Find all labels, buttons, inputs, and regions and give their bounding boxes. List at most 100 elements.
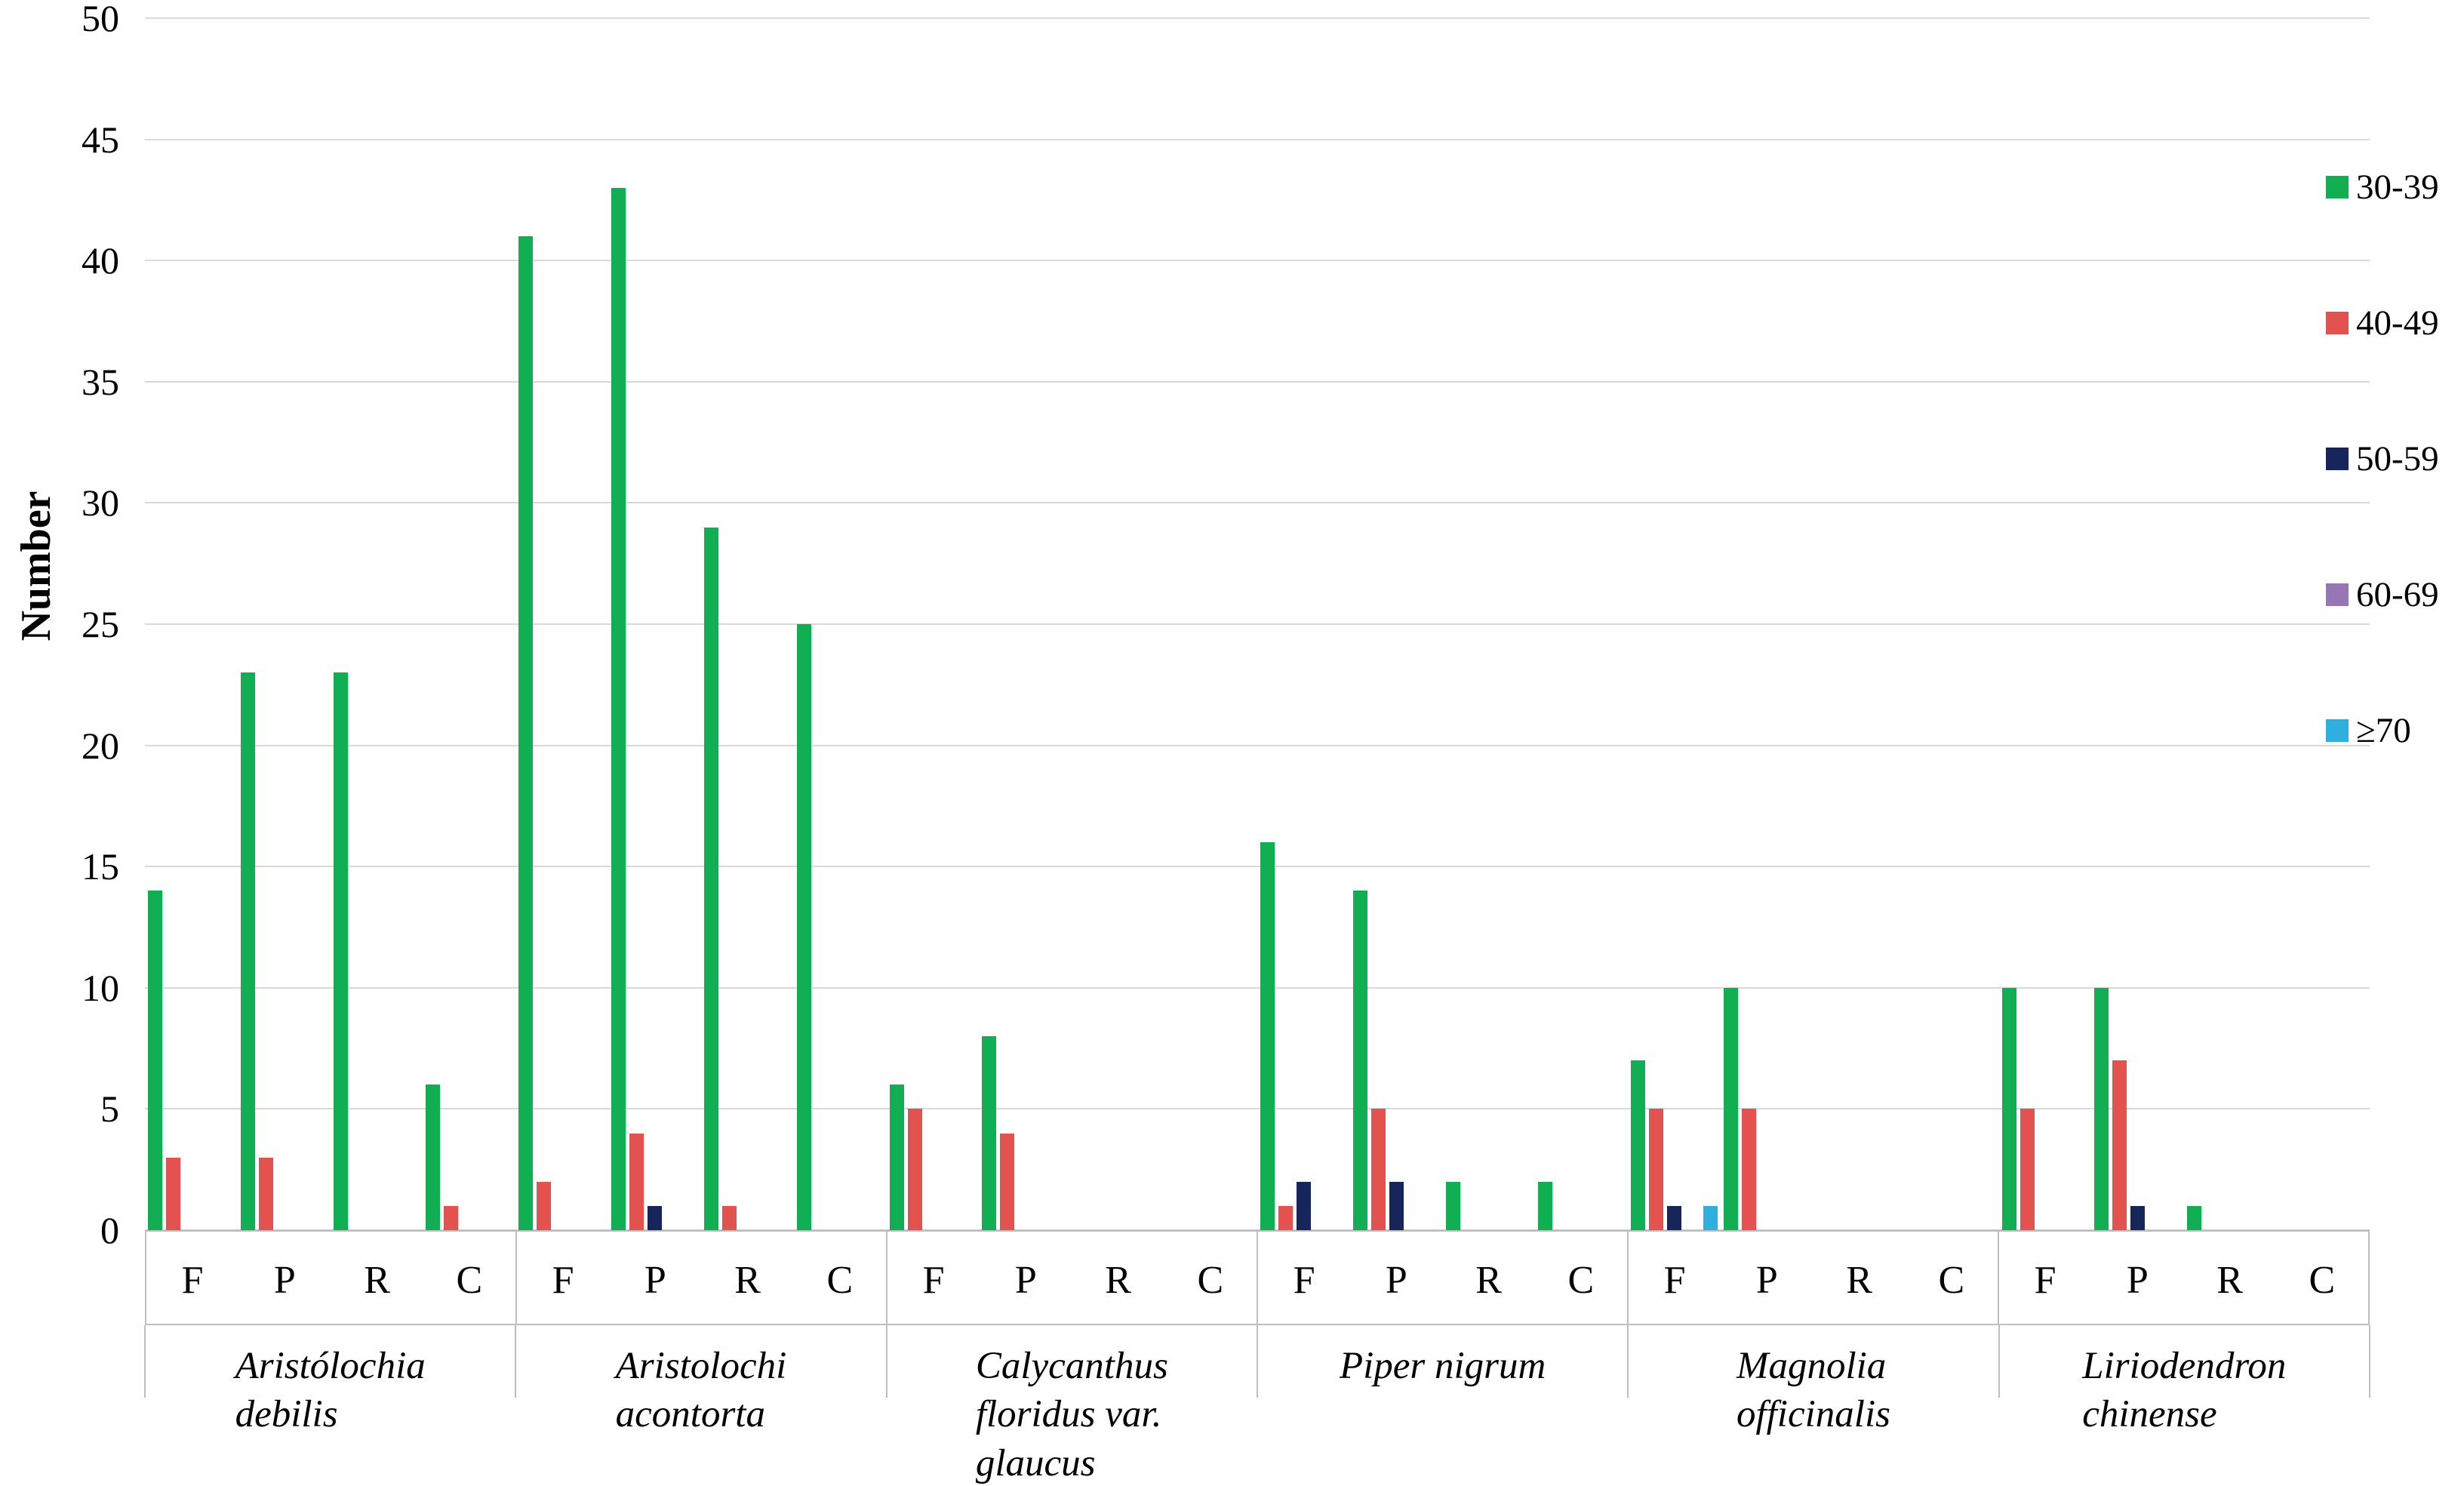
gridline: [145, 866, 2370, 868]
y-tick-label: 20: [82, 724, 119, 767]
legend-item: 40-49: [2326, 300, 2439, 346]
bar-group: [1257, 18, 1628, 1230]
axis-separator: [1627, 1325, 1629, 1398]
bar-50-59: [648, 1205, 663, 1230]
species-label: Aristolochi acontorta: [615, 1345, 787, 1436]
bar-30-39: [333, 672, 348, 1230]
gridline: [145, 502, 2370, 504]
category-cell: [794, 18, 887, 1230]
category-label: F: [1293, 1258, 1315, 1302]
y-tick-label: 0: [100, 1209, 119, 1251]
y-tick-label: 10: [82, 966, 119, 1009]
legend-swatch: [2326, 719, 2349, 742]
bar-30-39: [1538, 1181, 1553, 1230]
species-cell: Piper nigrum: [1257, 1342, 1628, 1486]
plot-area: [145, 17, 2370, 1231]
category-cell: [887, 18, 980, 1230]
bar-40-49: [907, 1109, 922, 1230]
category-label: R: [1846, 1258, 1872, 1302]
bar-group: [145, 18, 515, 1230]
category-label: R: [1475, 1258, 1502, 1302]
bar-50-59: [1296, 1181, 1311, 1230]
bar-40-49: [1278, 1205, 1293, 1230]
gridline: [145, 623, 2370, 625]
species-label: Piper nigrum: [1339, 1345, 1546, 1387]
category-label: C: [1938, 1258, 1965, 1302]
bar-40-49: [1000, 1133, 1015, 1230]
y-axis-title: Number: [13, 491, 60, 641]
category-cell: [979, 18, 1072, 1230]
category-cell: [2184, 18, 2277, 1230]
category-cell: [238, 18, 331, 1230]
species-label: Aristólochia debilis: [235, 1345, 426, 1436]
legend-swatch: [2326, 312, 2349, 334]
category-label: P: [1014, 1258, 1037, 1302]
bar-30-39: [1724, 987, 1739, 1230]
axis-separator: [885, 1325, 887, 1398]
legend-label: 40-49: [2356, 303, 2439, 343]
y-tick-label: 5: [100, 1088, 119, 1131]
gridline: [145, 138, 2370, 140]
y-tick-label: 40: [82, 239, 119, 282]
category-cell: [608, 18, 701, 1230]
category-label: R: [364, 1258, 390, 1302]
category-label: F: [2034, 1258, 2056, 1302]
legend-swatch: [2326, 448, 2349, 470]
bar-30-39: [1260, 842, 1275, 1230]
y-tick-label: 45: [82, 118, 119, 161]
category-label: C: [1567, 1258, 1595, 1302]
category-label: F: [552, 1258, 574, 1302]
species-cell: Liriodendron chinense: [1999, 1342, 2370, 1486]
legend-label: 60-69: [2356, 575, 2439, 614]
bar-40-49: [2112, 1060, 2127, 1230]
axis-separator: [515, 1325, 517, 1398]
bar-30-39: [2001, 987, 2016, 1230]
y-tick-label: 30: [82, 481, 119, 525]
legend-item: 60-69: [2326, 572, 2439, 617]
bars-layer: [145, 18, 2370, 1230]
species-label-row: Aristólochia debilis Aristolochi acontorta C…: [145, 1342, 2370, 1486]
bar-40-49: [537, 1181, 552, 1230]
y-tick-label: 50: [82, 0, 119, 39]
category-cell: [1999, 18, 2092, 1230]
legend-item: 50-59: [2326, 436, 2439, 481]
category-cell: [701, 18, 794, 1230]
species-label: Calycanthus floridus var. glaucus: [975, 1345, 1168, 1484]
bar-50-59: [2130, 1205, 2146, 1230]
bar-30-39: [426, 1085, 441, 1230]
species-label: Magnolia officinalis: [1736, 1345, 1890, 1436]
category-cell: [2091, 18, 2184, 1230]
legend-item: ≥70: [2326, 708, 2411, 753]
bar-40-49: [258, 1157, 273, 1230]
species-label: Liriodendron chinense: [2082, 1345, 2287, 1436]
bar-30-39: [1631, 1060, 1646, 1230]
category-label: C: [826, 1258, 854, 1302]
category-cell: [423, 18, 515, 1230]
bar-30-39: [889, 1085, 904, 1230]
category-cell: [1628, 18, 1721, 1230]
category-cell: [145, 18, 238, 1230]
category-label: P: [2126, 1258, 2149, 1302]
bar-40-49: [2019, 1109, 2035, 1230]
bar-group: [887, 18, 1257, 1230]
bar-30-39: [1445, 1181, 1460, 1230]
gridline: [145, 986, 2370, 989]
category-label: C: [2309, 1258, 2336, 1302]
bar-group: [1999, 18, 2370, 1230]
category-label: R: [2216, 1258, 2243, 1302]
bar-40-49: [165, 1157, 180, 1230]
bar-group: [1628, 18, 1998, 1230]
category-cell: [1906, 18, 1999, 1230]
legend-label: 50-59: [2356, 439, 2439, 478]
category-cell: [1535, 18, 1628, 1230]
category-label: C: [456, 1258, 483, 1302]
bar-30-39: [2094, 987, 2109, 1230]
axis-separator: [1998, 1325, 2000, 1398]
gridline: [145, 380, 2370, 383]
